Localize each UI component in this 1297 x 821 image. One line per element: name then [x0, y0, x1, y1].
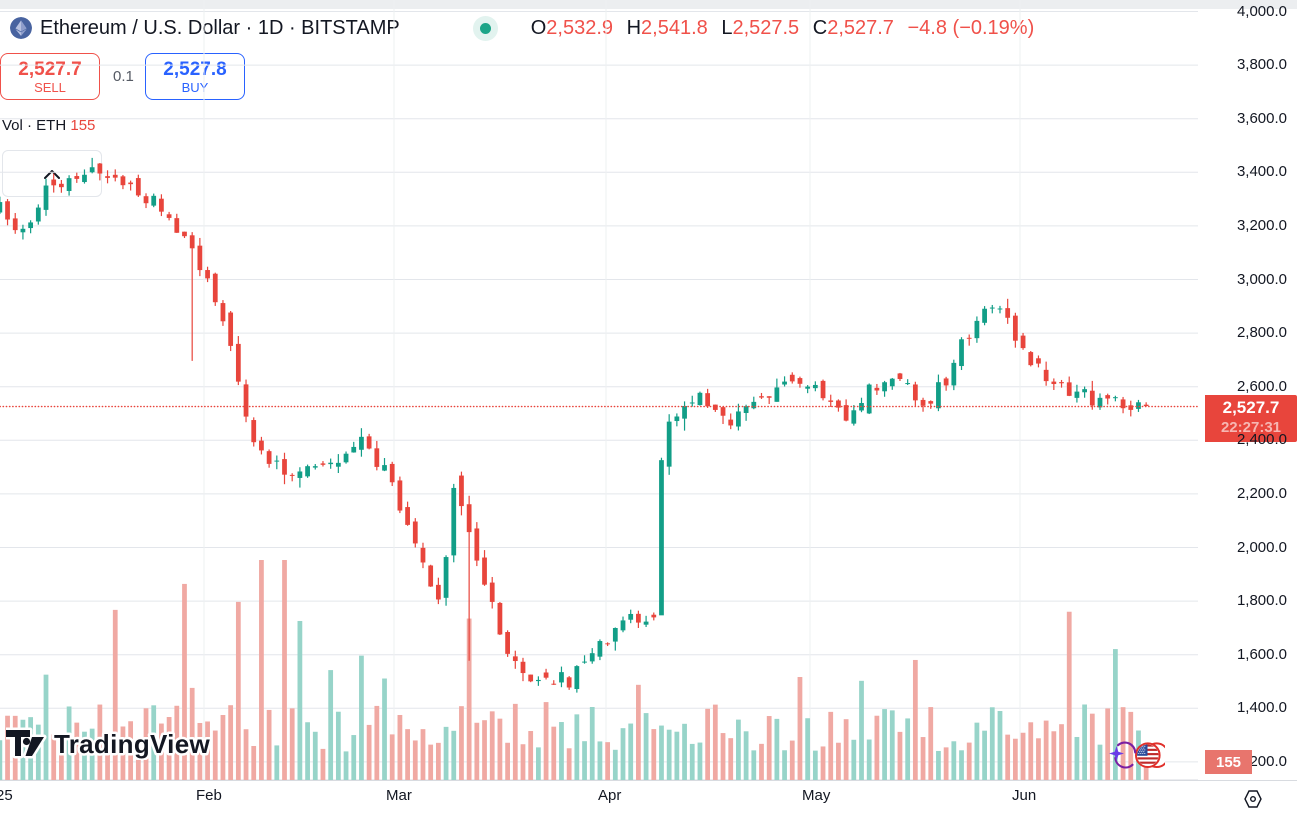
svg-text:TradingView: TradingView — [54, 729, 210, 759]
